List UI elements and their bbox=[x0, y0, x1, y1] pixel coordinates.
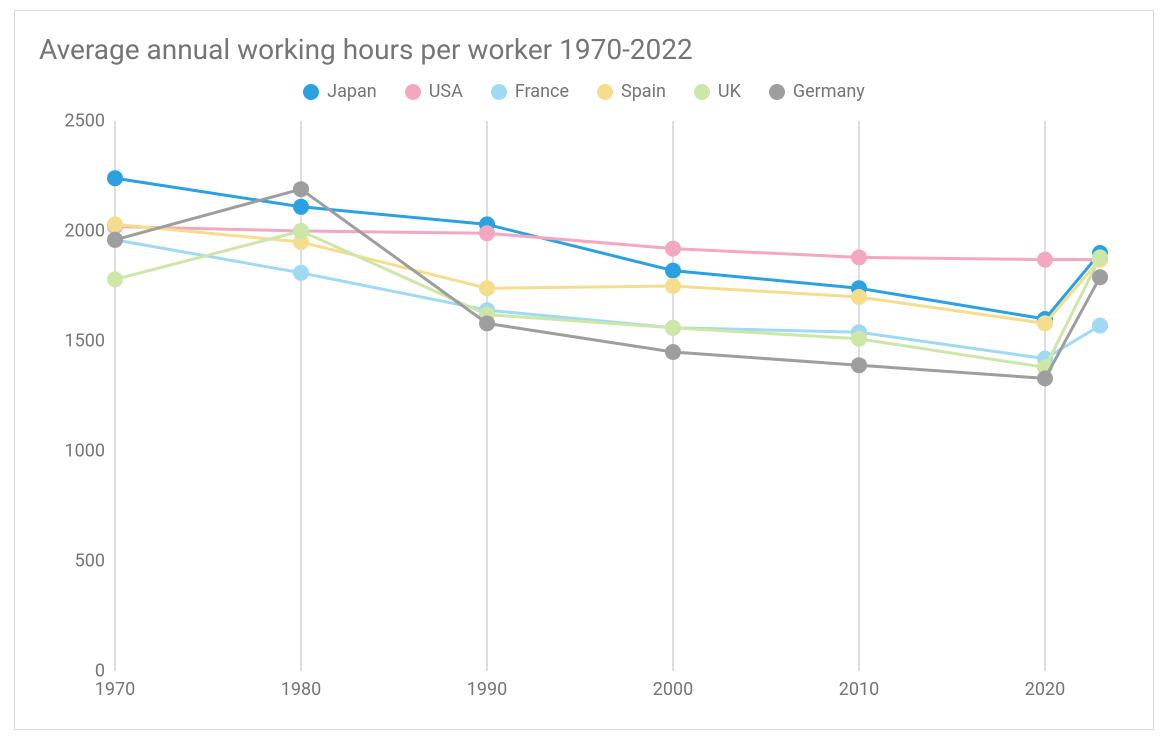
series-marker-usa bbox=[851, 249, 867, 265]
chart-title: Average annual working hours per worker … bbox=[39, 33, 693, 66]
plot-area bbox=[115, 121, 1125, 671]
series-line-germany bbox=[115, 189, 1100, 378]
legend-item-spain[interactable]: Spain bbox=[597, 81, 666, 102]
legend-dot-icon bbox=[303, 84, 319, 100]
series-marker-spain bbox=[479, 280, 495, 296]
y-axis-tick-label: 2500 bbox=[45, 111, 105, 132]
series-marker-france bbox=[1092, 318, 1108, 334]
legend-label: Germany bbox=[793, 81, 865, 102]
series-marker-germany bbox=[1037, 370, 1053, 386]
y-axis-tick-label: 500 bbox=[45, 551, 105, 572]
series-marker-japan bbox=[107, 170, 123, 186]
series-marker-germany bbox=[107, 232, 123, 248]
x-axis-tick-label: 1990 bbox=[467, 679, 507, 700]
plot-svg bbox=[115, 121, 1125, 671]
series-marker-spain bbox=[665, 278, 681, 294]
legend-dot-icon bbox=[597, 84, 613, 100]
legend-item-germany[interactable]: Germany bbox=[769, 81, 865, 102]
legend-label: USA bbox=[429, 81, 463, 102]
legend-label: France bbox=[515, 81, 569, 102]
y-axis-tick-label: 1500 bbox=[45, 331, 105, 352]
legend: Japan USA France Spain UK Germany bbox=[15, 81, 1153, 102]
series-marker-usa bbox=[665, 241, 681, 257]
x-axis-tick-label: 2020 bbox=[1025, 679, 1065, 700]
series-marker-uk bbox=[851, 331, 867, 347]
legend-label: UK bbox=[718, 81, 741, 102]
series-marker-germany bbox=[1092, 269, 1108, 285]
x-axis-tick-label: 2010 bbox=[839, 679, 879, 700]
legend-dot-icon bbox=[405, 84, 421, 100]
x-axis-tick-label: 1970 bbox=[95, 679, 135, 700]
series-marker-uk bbox=[293, 223, 309, 239]
series-marker-spain bbox=[107, 216, 123, 232]
series-marker-france bbox=[293, 265, 309, 281]
series-marker-uk bbox=[107, 271, 123, 287]
x-axis-tick-label: 2000 bbox=[653, 679, 693, 700]
legend-item-usa[interactable]: USA bbox=[405, 81, 463, 102]
series-marker-japan bbox=[665, 263, 681, 279]
series-line-spain bbox=[115, 224, 1100, 323]
series-marker-spain bbox=[1037, 315, 1053, 331]
x-axis-tick-label: 1980 bbox=[281, 679, 321, 700]
series-marker-japan bbox=[293, 199, 309, 215]
legend-item-uk[interactable]: UK bbox=[694, 81, 741, 102]
legend-dot-icon bbox=[491, 84, 507, 100]
series-marker-germany bbox=[851, 357, 867, 373]
series-marker-usa bbox=[479, 225, 495, 241]
legend-item-france[interactable]: France bbox=[491, 81, 569, 102]
chart-container: Average annual working hours per worker … bbox=[14, 10, 1154, 730]
series-marker-germany bbox=[665, 344, 681, 360]
y-axis-tick-label: 1000 bbox=[45, 441, 105, 462]
legend-dot-icon bbox=[694, 84, 710, 100]
legend-label: Spain bbox=[621, 81, 666, 102]
series-marker-uk bbox=[1092, 249, 1108, 265]
series-marker-usa bbox=[1037, 252, 1053, 268]
series-marker-uk bbox=[665, 320, 681, 336]
series-marker-germany bbox=[293, 181, 309, 197]
legend-item-japan[interactable]: Japan bbox=[303, 81, 377, 102]
y-axis-tick-label: 2000 bbox=[45, 221, 105, 242]
legend-label: Japan bbox=[327, 81, 377, 102]
legend-dot-icon bbox=[769, 84, 785, 100]
series-marker-spain bbox=[851, 289, 867, 305]
series-marker-germany bbox=[479, 315, 495, 331]
